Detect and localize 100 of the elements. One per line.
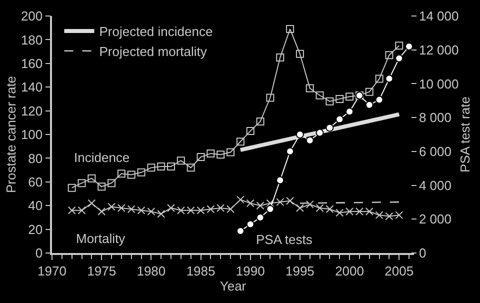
y-tick-label: 140 <box>20 80 43 95</box>
point <box>276 198 284 206</box>
point <box>395 211 404 220</box>
y-tick-label: 20 <box>28 222 43 237</box>
point <box>336 94 344 103</box>
point <box>276 53 284 62</box>
point <box>375 74 384 83</box>
point <box>385 51 394 60</box>
point <box>395 54 404 62</box>
point <box>147 208 156 216</box>
point <box>88 199 96 208</box>
series-label: PSA tests <box>256 232 313 247</box>
point <box>266 204 274 213</box>
point <box>176 156 185 165</box>
point <box>326 205 334 214</box>
point <box>157 210 166 218</box>
point <box>108 179 116 188</box>
x-tick-label: 1980 <box>136 263 166 278</box>
point <box>365 100 374 109</box>
point <box>236 138 244 146</box>
x-tick-label: 1995 <box>285 263 314 278</box>
point <box>306 136 314 144</box>
y-tick-label: 200 <box>20 8 43 24</box>
y-tick-label: 80 <box>28 150 43 166</box>
y-tick-label: 120 <box>20 103 43 118</box>
point <box>137 206 146 214</box>
y-tick-label: 40 <box>28 198 43 214</box>
point <box>246 220 254 228</box>
point <box>117 170 126 178</box>
x-tick-label: 1970 <box>38 263 66 278</box>
series-label: Incidence <box>74 150 130 165</box>
point <box>246 126 254 135</box>
y-tick-label: 160 <box>20 56 43 71</box>
y2-axis-title: PSA test rate <box>457 96 472 172</box>
point <box>375 211 384 220</box>
point <box>395 42 404 50</box>
point <box>316 91 324 100</box>
point <box>375 96 384 104</box>
legend-label: Projected mortality <box>99 44 208 59</box>
point <box>266 199 274 208</box>
point <box>385 74 394 83</box>
series-label: Mortality <box>76 231 126 246</box>
y2-tick-label: 6 000 <box>418 144 452 159</box>
point <box>88 174 96 182</box>
point <box>117 204 126 212</box>
point <box>306 84 314 92</box>
point <box>286 25 294 34</box>
point <box>336 208 344 217</box>
point <box>246 199 254 208</box>
point <box>78 179 86 188</box>
point <box>336 115 344 124</box>
point <box>157 162 166 170</box>
point <box>196 153 205 162</box>
point <box>316 204 324 212</box>
point <box>98 208 106 216</box>
point <box>286 196 294 205</box>
point <box>256 117 264 126</box>
point <box>167 204 176 212</box>
x-tick-label: 2000 <box>335 263 364 278</box>
point <box>346 92 354 101</box>
point <box>226 205 235 214</box>
x-tick-label: 2005 <box>384 263 414 278</box>
point <box>276 176 284 184</box>
point <box>68 184 76 192</box>
point <box>326 97 334 106</box>
x-tick-label: 1985 <box>186 263 216 278</box>
point <box>365 88 374 96</box>
y-tick-label: 100 <box>20 127 43 142</box>
point <box>296 50 304 58</box>
point <box>127 170 136 179</box>
y-tick-label: 180 <box>20 32 43 48</box>
point <box>98 182 106 191</box>
point <box>316 128 324 137</box>
point <box>306 200 314 208</box>
point <box>236 196 244 204</box>
point <box>206 205 215 214</box>
point <box>216 150 225 159</box>
point <box>296 130 304 138</box>
point <box>226 148 235 156</box>
point <box>167 162 176 170</box>
y-tick-label: 60 <box>28 174 43 190</box>
point <box>256 202 264 210</box>
x-tick-label: 1990 <box>236 263 265 278</box>
point <box>266 94 274 102</box>
legend-label: Projected incidence <box>99 24 213 40</box>
point <box>216 204 225 212</box>
x-tick-label: 1975 <box>87 263 116 278</box>
point <box>385 212 394 220</box>
y2-tick-label: 4 000 <box>418 178 452 193</box>
point <box>186 164 195 172</box>
point <box>108 202 116 211</box>
y2-tick-label: 10 000 <box>418 76 459 92</box>
y2-tick-label: 12 000 <box>418 42 459 58</box>
y2-tick-label: 14 000 <box>418 8 459 24</box>
point <box>206 149 215 158</box>
point <box>296 204 304 212</box>
x-axis-title: Year <box>220 278 247 294</box>
y2-tick-label: 2 000 <box>418 212 452 227</box>
point <box>326 124 334 132</box>
y2-tick-label: 0 <box>418 246 426 261</box>
